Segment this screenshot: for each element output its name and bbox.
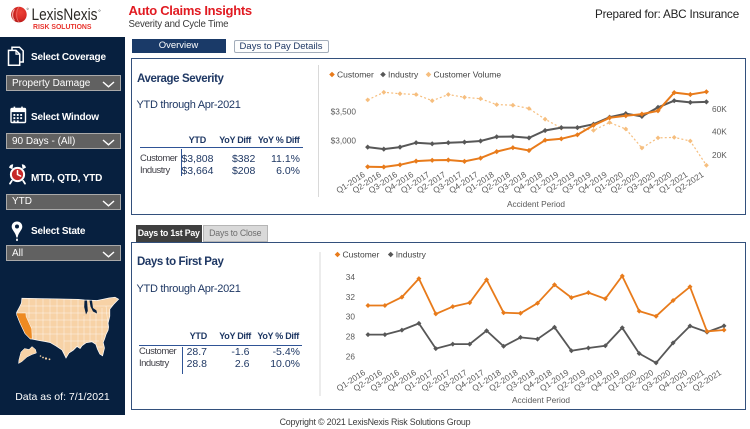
svg-text:LexisNexis: LexisNexis	[32, 6, 98, 24]
svg-text:RISK SOLUTIONS: RISK SOLUTIONS	[33, 24, 92, 31]
